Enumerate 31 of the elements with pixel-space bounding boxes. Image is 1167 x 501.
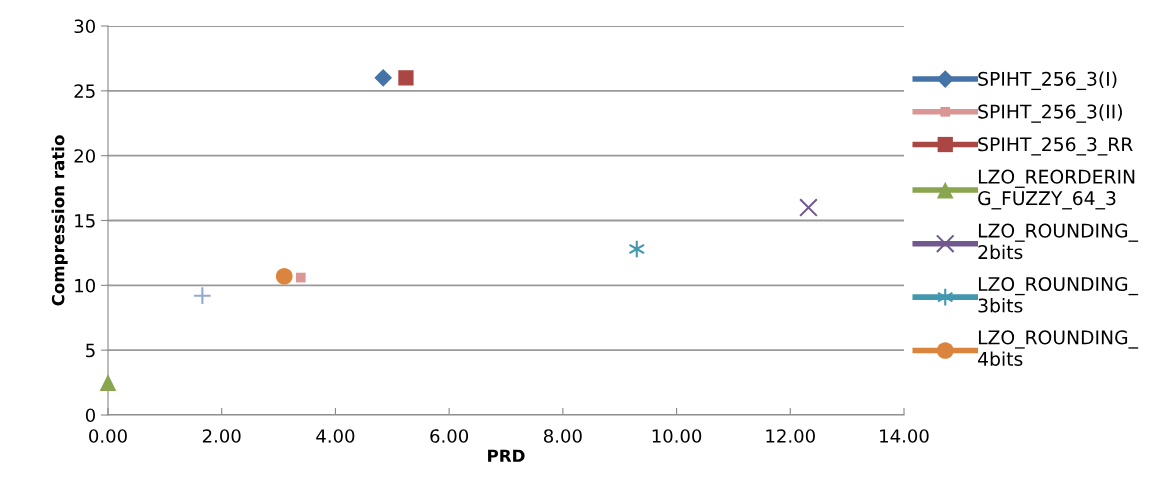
y-tick-label: 0 <box>85 408 95 423</box>
x-tick-label: 10.00 <box>652 429 702 443</box>
legend-label: LZO_ROUNDING_3bits <box>978 276 1139 313</box>
legend-label: LZO_ROUNDING_2bits <box>978 223 1139 260</box>
point <box>275 267 293 285</box>
point <box>193 286 212 306</box>
point <box>799 198 818 217</box>
y-tick-label: 10 <box>75 278 95 293</box>
x-tick-label: 0.00 <box>89 429 127 443</box>
legend-label: SPIHT_256_3(II) <box>978 104 1122 123</box>
point <box>295 272 306 283</box>
legend-label: LZO_REORDERING_FUZZY_64_3 <box>978 169 1135 210</box>
y-tick-label: 5 <box>86 343 95 358</box>
point <box>374 69 393 87</box>
y-tick-label: 15 <box>75 214 95 228</box>
x-tick-label: 12.00 <box>766 429 815 443</box>
x-tick-label: 2.00 <box>202 429 241 443</box>
x-tick-label: 4.00 <box>316 429 355 443</box>
x-axis-title: PRD <box>488 449 525 462</box>
legend-label: LZO_ROUNDING_4bits <box>978 330 1139 366</box>
y-tick-label: 20 <box>74 149 95 163</box>
y-tick-label: 25 <box>74 84 95 98</box>
y-tick-label: 30 <box>74 19 95 34</box>
legend-label: SPIHT_256_3_RR <box>978 137 1133 156</box>
point <box>398 70 414 86</box>
x-tick-label: 14.00 <box>880 429 929 443</box>
x-tick-label: 6.00 <box>430 429 469 443</box>
x-tick-label: 8.00 <box>543 429 582 443</box>
legend-label: SPIHT_256_3(I) <box>978 71 1117 91</box>
point <box>99 374 117 391</box>
y-axis-title: Compression ratio <box>51 135 68 306</box>
